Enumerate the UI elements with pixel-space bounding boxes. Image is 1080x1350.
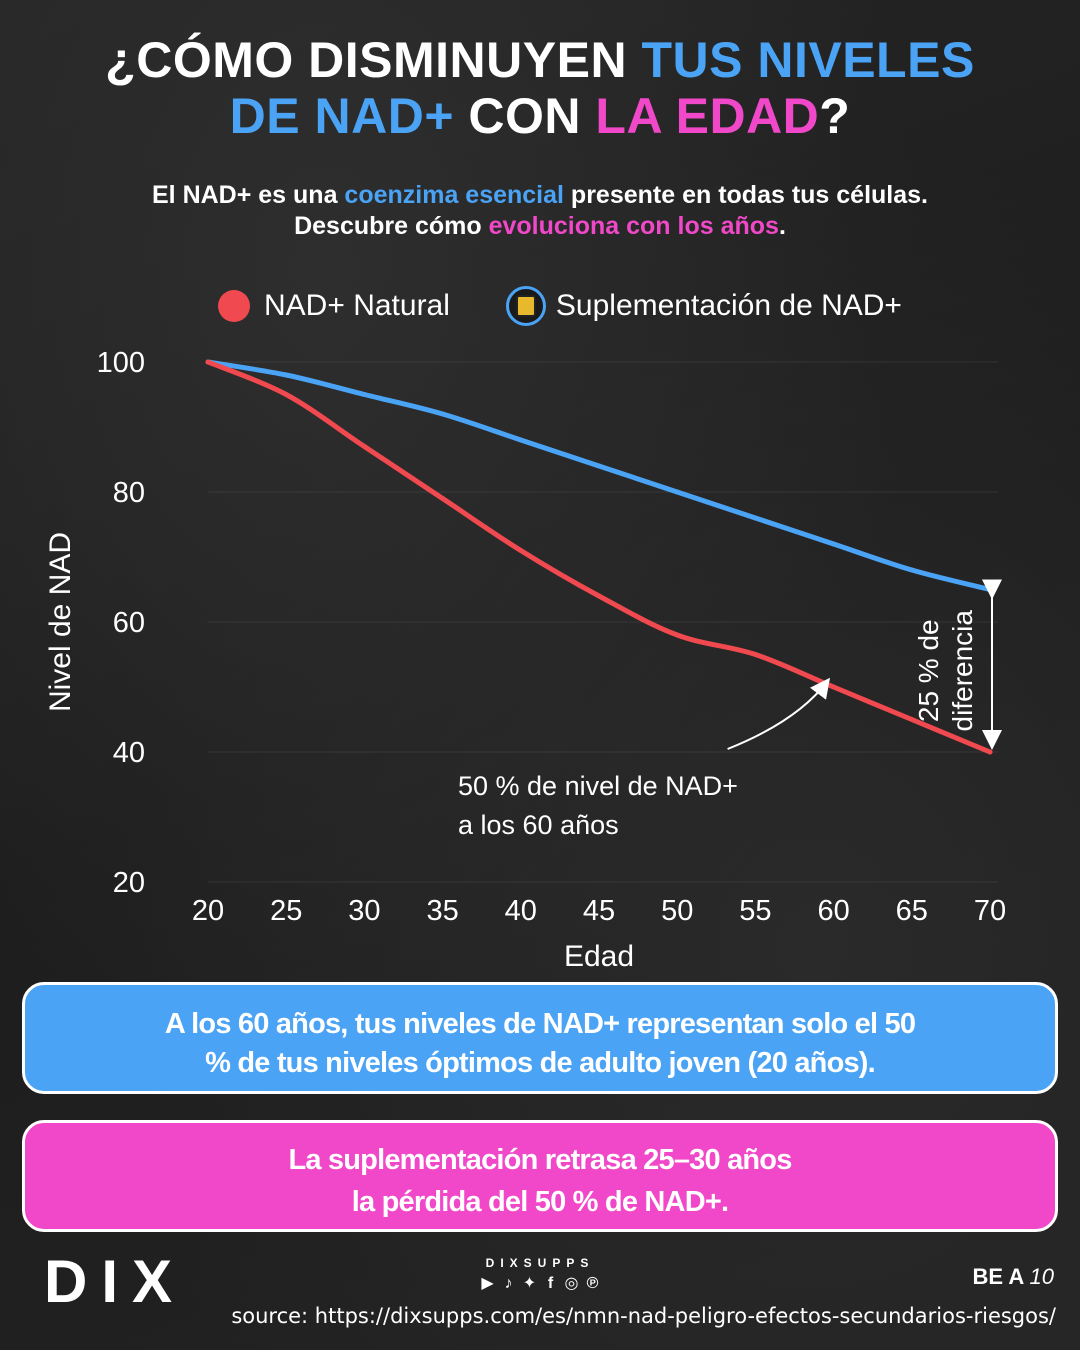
social-icons: ▶ ♪ ✦ f ◎ ℗ — [470, 1274, 610, 1293]
instagram-icon[interactable]: ◎ — [564, 1275, 579, 1292]
fifty-percent-label-line-1: 50 % de nivel de NAD+ — [458, 771, 738, 801]
subtitle-line-2: Descubre cómo evoluciona con los años. — [294, 212, 786, 240]
youtube-icon[interactable]: ▶ — [481, 1275, 494, 1292]
data-point-natural-25 — [283, 392, 289, 397]
subtitle-line-1: El NAD+ es una coenzima esencial present… — [152, 181, 928, 209]
x-tick-label-45: 45 — [583, 895, 615, 927]
x-tick-label-60: 60 — [817, 895, 849, 927]
x-tick-label-55: 55 — [739, 895, 771, 927]
fifty-percent-arrow — [727, 677, 831, 750]
legend-item-supplement: Suplementación de NAD+ — [450, 286, 902, 326]
data-point-supplement-40 — [518, 437, 524, 443]
data-point-supplement-65 — [909, 567, 915, 573]
difference-label-line-2: diferencia — [947, 610, 978, 732]
tagline: BE A 10 — [972, 1264, 1054, 1289]
title-line-2: DE NAD+ CON LA EDAD? — [229, 88, 851, 144]
x-tick-label-50: 50 — [661, 895, 693, 927]
y-tick-label-60: 60 — [113, 607, 145, 639]
data-point-natural-30 — [361, 444, 367, 449]
chart-legend: NAD+ Natural Suplementación de NAD+ — [218, 282, 978, 330]
data-point-natural-60 — [831, 684, 837, 690]
x-tick-label-30: 30 — [348, 895, 380, 927]
pinterest-icon[interactable]: ℗ — [586, 1275, 599, 1292]
callout-blue: A los 60 años, tus niveles de NAD+ repre… — [22, 982, 1058, 1094]
supplement-bottle-icon — [505, 286, 546, 326]
data-point-natural-65 — [909, 717, 915, 722]
x-tick-label-20: 20 — [192, 895, 224, 927]
x-axis-label: Edad — [564, 940, 634, 973]
data-point-natural-50 — [674, 632, 680, 638]
y-tick-label-100: 100 — [97, 347, 145, 379]
brand-name: DIXSUPPS — [485, 1256, 595, 1270]
subtitle: El NAD+ es una coenzima esencial present… — [0, 180, 1080, 242]
callout-pink: La suplementación retrasa 25–30 años la … — [22, 1120, 1058, 1232]
x-tick-label-65: 65 — [896, 895, 928, 927]
red-dot-icon — [218, 290, 250, 322]
title-line-1: ¿CÓMO DISMINUYEN TUS NIVELES — [105, 32, 975, 88]
data-point-supplement-55 — [752, 515, 758, 521]
data-point-natural-40 — [518, 548, 524, 553]
callout-blue-line-1: A los 60 años, tus niveles de NAD+ repre… — [164, 1008, 916, 1040]
legend-item-natural: NAD+ Natural — [218, 289, 450, 323]
callout-pink-line-1: La suplementación retrasa 25–30 años — [288, 1144, 792, 1176]
data-point-natural-20 — [205, 359, 211, 365]
callout-blue-line-2: % de tus niveles óptimos de adulto joven… — [205, 1047, 876, 1079]
y-axis-label: Nivel de NAD — [44, 532, 77, 712]
data-point-natural-55 — [752, 652, 758, 657]
callout-pink-line-2: la pérdida del 50 % de NAD+. — [351, 1186, 729, 1218]
legend-label-supplement: Suplementación de NAD+ — [555, 289, 902, 322]
data-point-supplement-50 — [674, 489, 680, 495]
data-point-supplement-60 — [831, 541, 837, 547]
twitter-icon[interactable]: ✦ — [522, 1275, 537, 1292]
nad-line-chart: 20 40 60 80 100 20 25 30 35 40 45 50 55 60 65 70 Edad Niv… — [44, 347, 1006, 973]
data-point-supplement-30 — [361, 392, 367, 397]
data-point-natural-35 — [440, 496, 446, 501]
fifty-percent-label-line-2: a los 60 años — [458, 810, 619, 840]
data-point-supplement-70 — [987, 587, 993, 592]
y-tick-label-40: 40 — [113, 737, 145, 769]
page-title: ¿CÓMO DISMINUYEN TUS NIVELES DE NAD+ CON… — [0, 32, 1080, 144]
tiktok-icon[interactable]: ♪ — [504, 1275, 513, 1292]
data-point-supplement-25 — [283, 372, 289, 378]
x-tick-label-70: 70 — [974, 895, 1006, 927]
y-tick-label-20: 20 — [113, 867, 145, 899]
difference-label-line-1: 25 % de — [913, 619, 944, 722]
x-tick-label-35: 35 — [426, 895, 458, 927]
legend-label-natural: NAD+ Natural — [264, 289, 450, 322]
x-tick-label-40: 40 — [505, 895, 537, 927]
dix-logo: DIX — [44, 1248, 186, 1312]
data-point-natural-45 — [596, 593, 602, 599]
x-tick-label-25: 25 — [270, 895, 302, 927]
brand-block: DIXSUPPS ▶ ♪ ✦ f ◎ ℗ — [470, 1256, 610, 1293]
data-point-natural-70 — [987, 749, 993, 755]
facebook-icon[interactable]: f — [547, 1275, 554, 1292]
source-link[interactable]: source: https://dixsupps.com/es/nmn-nad-… — [231, 1304, 1056, 1328]
series-line-supplement — [205, 359, 993, 592]
data-point-supplement-45 — [596, 463, 602, 469]
y-tick-label-80: 80 — [113, 477, 145, 509]
logo-text: DIX — [44, 1248, 186, 1312]
data-point-supplement-35 — [440, 411, 446, 417]
